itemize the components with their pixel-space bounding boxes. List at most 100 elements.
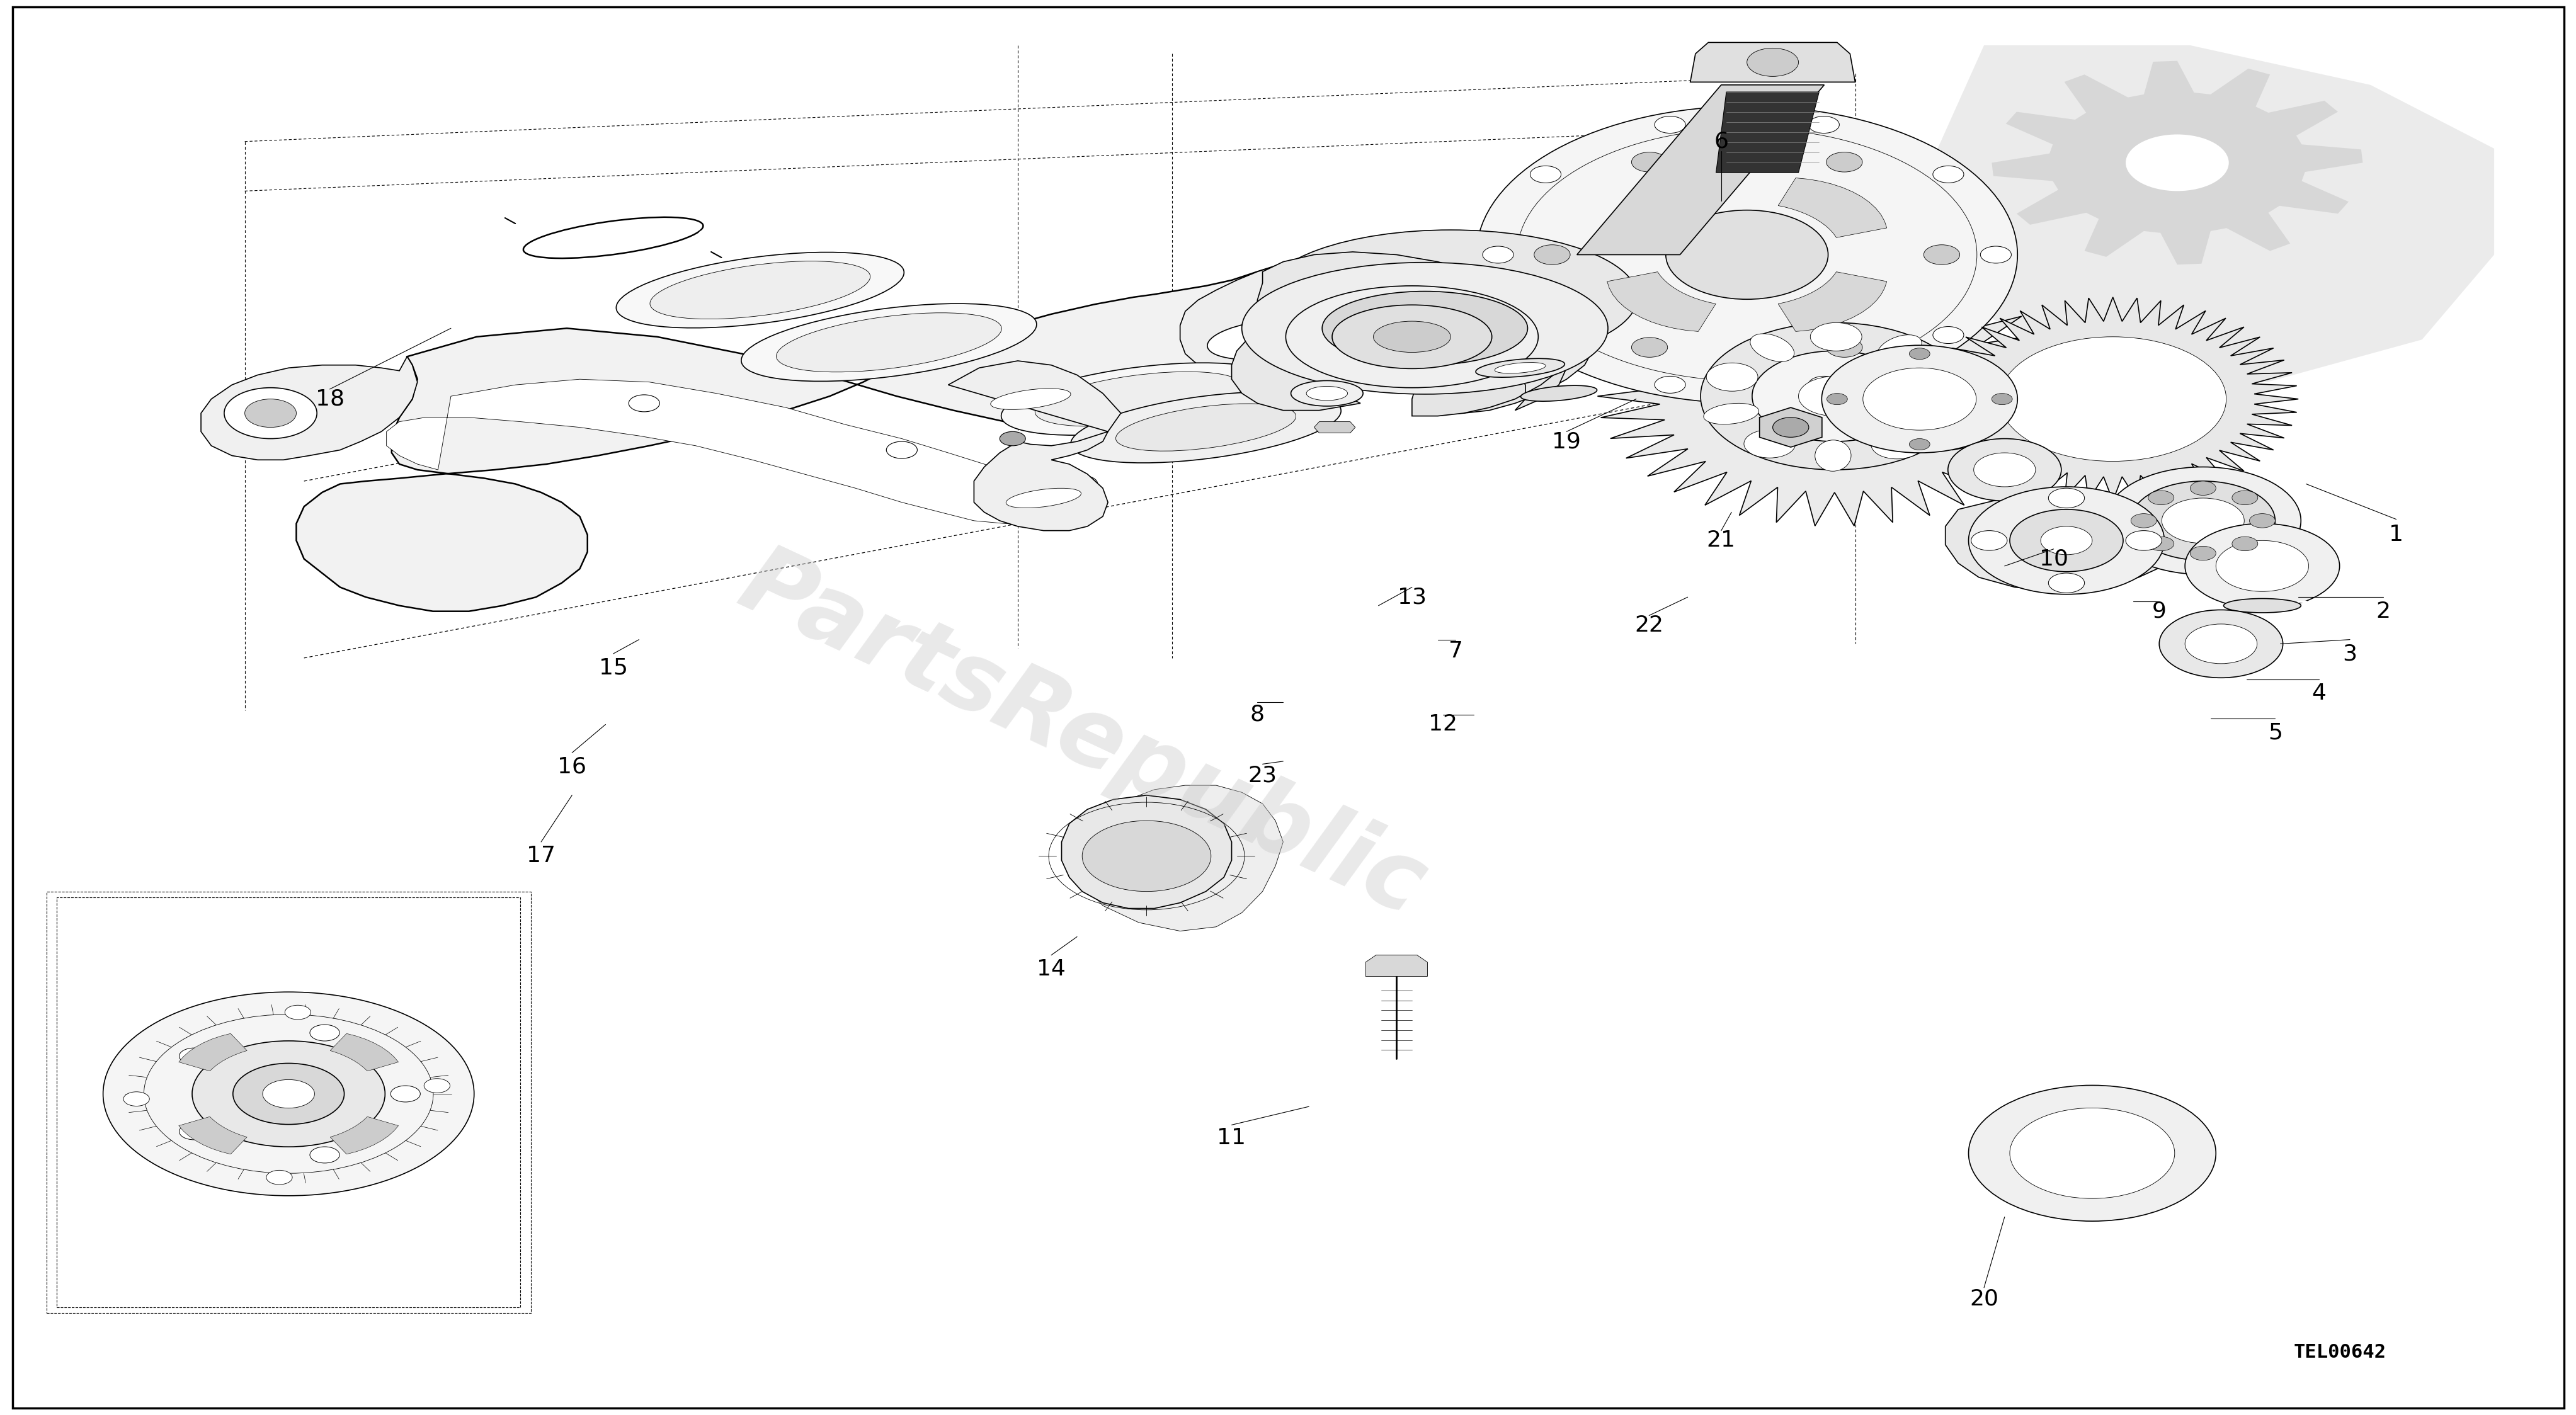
- Ellipse shape: [2223, 599, 2300, 613]
- Circle shape: [1530, 166, 1561, 183]
- Circle shape: [2231, 491, 2257, 505]
- Circle shape: [2148, 491, 2174, 505]
- Text: 23: 23: [1247, 764, 1278, 787]
- Bar: [57, 897, 520, 1307]
- Circle shape: [1811, 323, 1862, 351]
- Circle shape: [286, 1005, 312, 1019]
- Text: 3: 3: [2342, 642, 2357, 665]
- Circle shape: [1826, 337, 1862, 357]
- Text: 24: 24: [160, 1099, 191, 1122]
- Polygon shape: [1180, 266, 1412, 424]
- Circle shape: [629, 395, 659, 412]
- Polygon shape: [948, 361, 1121, 531]
- Text: 15: 15: [598, 657, 629, 679]
- Text: 8: 8: [1249, 703, 1265, 726]
- Circle shape: [103, 992, 474, 1196]
- Polygon shape: [1061, 795, 1231, 908]
- Circle shape: [1066, 475, 1097, 492]
- Circle shape: [999, 432, 1025, 446]
- Text: 2: 2: [2375, 600, 2391, 623]
- Text: 7: 7: [1448, 640, 1463, 662]
- Circle shape: [2009, 509, 2123, 572]
- Circle shape: [2009, 1108, 2174, 1199]
- Ellipse shape: [1373, 321, 1450, 352]
- Circle shape: [886, 441, 917, 458]
- Ellipse shape: [775, 313, 1002, 372]
- Circle shape: [2048, 573, 2084, 593]
- Ellipse shape: [1909, 405, 1963, 426]
- Polygon shape: [330, 1033, 399, 1071]
- Polygon shape: [1597, 266, 2071, 526]
- Circle shape: [1932, 327, 1963, 344]
- Text: 6: 6: [1713, 130, 1728, 153]
- Circle shape: [2105, 467, 2300, 574]
- Polygon shape: [1777, 272, 1886, 331]
- Circle shape: [1991, 393, 2012, 405]
- Circle shape: [1082, 821, 1211, 891]
- Circle shape: [1911, 365, 1963, 393]
- Circle shape: [1909, 439, 1929, 450]
- Polygon shape: [1927, 297, 2298, 501]
- Circle shape: [1947, 439, 2061, 501]
- Polygon shape: [386, 379, 1077, 524]
- Text: 11: 11: [1216, 1126, 1247, 1149]
- Polygon shape: [1607, 178, 1716, 238]
- Ellipse shape: [649, 262, 871, 318]
- Circle shape: [1752, 351, 1917, 441]
- Circle shape: [2130, 514, 2156, 528]
- Polygon shape: [1716, 92, 1819, 173]
- Circle shape: [1821, 345, 2017, 453]
- Circle shape: [1826, 393, 1847, 405]
- Text: 22: 22: [1633, 614, 1664, 637]
- Ellipse shape: [1749, 334, 1793, 362]
- Ellipse shape: [1703, 403, 1759, 425]
- Ellipse shape: [1115, 403, 1296, 451]
- Polygon shape: [1231, 252, 1592, 413]
- Polygon shape: [1412, 269, 1566, 416]
- Ellipse shape: [1036, 372, 1242, 426]
- Circle shape: [2040, 526, 2092, 555]
- Circle shape: [2125, 134, 2228, 191]
- Text: 13: 13: [1396, 586, 1427, 608]
- Polygon shape: [1690, 42, 1855, 82]
- Circle shape: [1968, 1085, 2215, 1221]
- Circle shape: [2148, 536, 2174, 550]
- Circle shape: [1481, 246, 1512, 263]
- Circle shape: [1981, 246, 2012, 263]
- Ellipse shape: [1242, 262, 1607, 395]
- Ellipse shape: [1208, 320, 1327, 359]
- Circle shape: [1654, 376, 1685, 393]
- Circle shape: [1476, 106, 2017, 403]
- Circle shape: [245, 399, 296, 427]
- Circle shape: [2184, 524, 2339, 608]
- Text: 16: 16: [556, 756, 587, 778]
- Ellipse shape: [1332, 306, 1492, 368]
- Text: 1: 1: [2388, 524, 2403, 546]
- Circle shape: [1530, 327, 1561, 344]
- Circle shape: [1971, 531, 2007, 550]
- Ellipse shape: [1814, 440, 1850, 471]
- Ellipse shape: [1291, 381, 1363, 406]
- Text: 9: 9: [2151, 600, 2166, 623]
- Ellipse shape: [1285, 286, 1538, 388]
- Circle shape: [265, 1170, 291, 1184]
- Circle shape: [2048, 488, 2084, 508]
- Text: 12: 12: [1427, 713, 1458, 736]
- Circle shape: [1909, 348, 1929, 359]
- Polygon shape: [330, 1116, 399, 1155]
- Text: 19: 19: [1551, 430, 1582, 453]
- Ellipse shape: [616, 252, 904, 328]
- Text: 21: 21: [1705, 529, 1736, 552]
- Polygon shape: [296, 266, 1412, 611]
- Circle shape: [1999, 337, 2226, 461]
- Circle shape: [1631, 337, 1667, 357]
- Circle shape: [1924, 245, 1960, 265]
- Circle shape: [2130, 481, 2275, 560]
- Circle shape: [1870, 430, 1922, 458]
- Text: TEL00642: TEL00642: [2293, 1343, 2385, 1361]
- Ellipse shape: [1265, 229, 1638, 364]
- Circle shape: [425, 1078, 451, 1092]
- Ellipse shape: [1494, 362, 1546, 374]
- Text: 5: 5: [2267, 722, 2282, 744]
- Text: 17: 17: [526, 845, 556, 867]
